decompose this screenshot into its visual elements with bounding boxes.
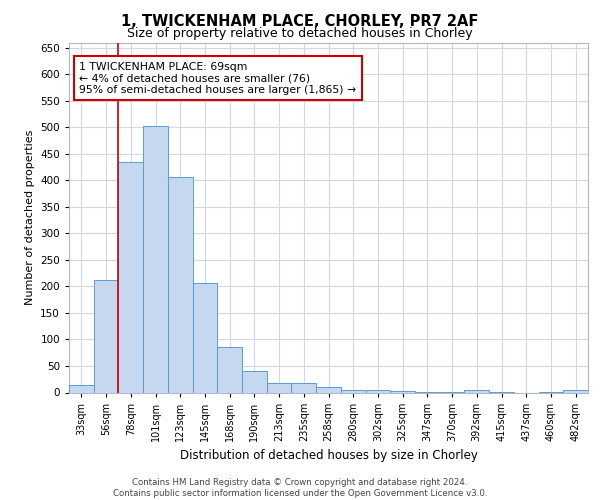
Bar (292, 384, 316, 392)
Bar (94, 280, 118, 392)
Text: 1 TWICKENHAM PLACE: 69sqm
← 4% of detached houses are smaller (76)
95% of semi-d: 1 TWICKENHAM PLACE: 69sqm ← 4% of detach… (79, 62, 356, 95)
Bar (341, 390, 365, 392)
Bar (464, 390, 489, 392)
Text: 1, TWICKENHAM PLACE, CHORLEY, PR7 2AF: 1, TWICKENHAM PLACE, CHORLEY, PR7 2AF (121, 14, 479, 29)
Text: Contains HM Land Registry data © Crown copyright and database right 2024.
Contai: Contains HM Land Registry data © Crown c… (113, 478, 487, 498)
Bar (193, 282, 217, 393)
Bar (69, 384, 94, 392)
Bar (168, 176, 193, 392)
X-axis label: Distribution of detached houses by size in Chorley: Distribution of detached houses by size … (179, 449, 478, 462)
Bar (563, 390, 588, 392)
Bar (118, 162, 143, 392)
Bar (217, 348, 242, 393)
Bar (242, 372, 267, 392)
Y-axis label: Number of detached properties: Number of detached properties (25, 130, 35, 305)
Bar (143, 126, 168, 392)
Bar (316, 387, 341, 392)
Bar (267, 383, 292, 392)
Bar (365, 390, 390, 392)
Text: Size of property relative to detached houses in Chorley: Size of property relative to detached ho… (127, 28, 473, 40)
